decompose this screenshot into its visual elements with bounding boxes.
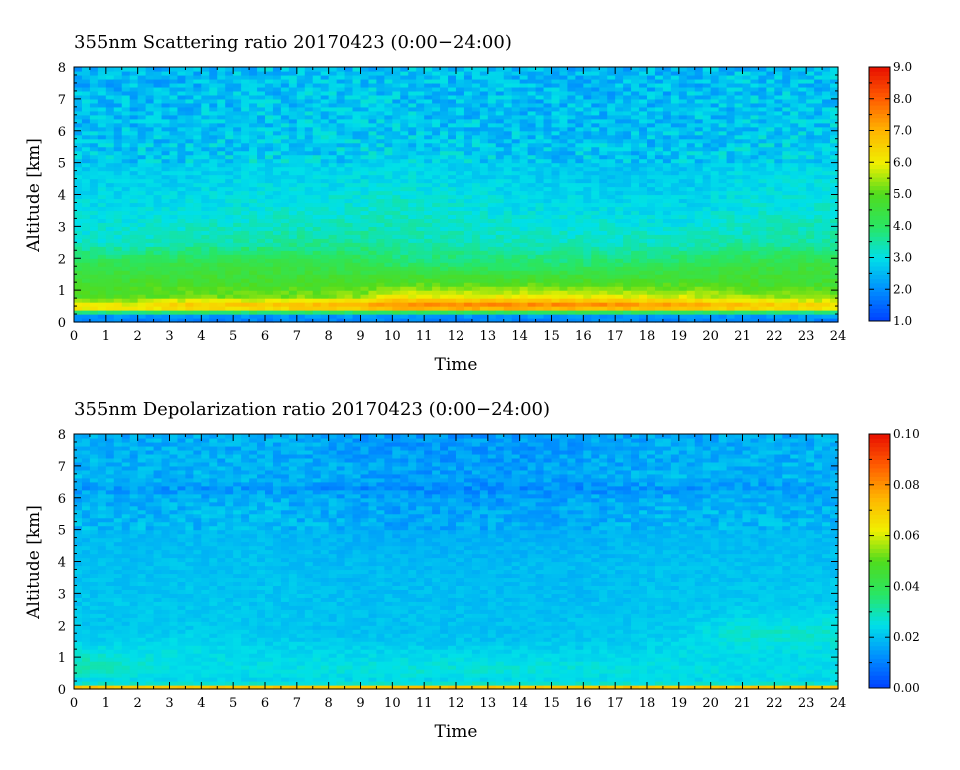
depolarization-x-tick-label: 16 xyxy=(575,696,592,711)
depolarization-x-tick-label: 21 xyxy=(734,696,751,711)
scattering-x-tick-label: 9 xyxy=(356,329,364,344)
depolarization-x-tick-label: 2 xyxy=(134,696,142,711)
depolarization-x-tick-label: 17 xyxy=(607,696,624,711)
depolarization-y-tick-label: 6 xyxy=(58,492,66,507)
depolarization-x-tick-label: 4 xyxy=(197,696,205,711)
depolarization-x-tick-label: 3 xyxy=(165,696,173,711)
depolarization-y-axis-label: Altitude [km] xyxy=(24,505,44,620)
scattering-y-tick-label: 6 xyxy=(58,125,66,140)
scattering-colorbar-tick-label: 1.0 xyxy=(893,314,912,328)
scattering-x-tick-label: 8 xyxy=(325,329,333,344)
depolarization-colorbar-tick-label: 0.06 xyxy=(893,529,920,543)
scattering-colorbar-tick-label: 8.0 xyxy=(893,92,912,106)
depolarization-y-tick-label: 7 xyxy=(58,460,66,475)
scattering-x-tick-label: 19 xyxy=(671,329,688,344)
scattering-y-tick-label: 8 xyxy=(58,61,66,76)
scattering-x-tick-label: 21 xyxy=(734,329,751,344)
depolarization-colorbar-tick-label: 0.04 xyxy=(893,579,920,593)
scattering-x-tick-label: 18 xyxy=(639,329,656,344)
depolarization-y-tick-label: 3 xyxy=(58,587,66,602)
scattering-x-tick-label: 20 xyxy=(702,329,719,344)
depolarization-y-tick-label: 2 xyxy=(58,619,66,634)
scattering-colorbar-tick-label: 4.0 xyxy=(893,219,912,233)
depolarization-y-tick-label: 8 xyxy=(58,428,66,443)
depolarization-y-tick-label: 4 xyxy=(58,556,66,571)
scattering-colorbar-tick-label: 9.0 xyxy=(893,60,912,74)
scattering-x-tick-label: 15 xyxy=(543,329,560,344)
scattering-x-tick-label: 3 xyxy=(165,329,173,344)
depolarization-x-tick-label: 9 xyxy=(356,696,364,711)
depolarization-colorbar-tick-label: 0.10 xyxy=(893,427,920,441)
scattering-y-tick-label: 1 xyxy=(58,284,66,299)
scattering-x-tick-label: 10 xyxy=(384,329,401,344)
depolarization-heatmap xyxy=(74,434,839,690)
scattering-x-tick-label: 6 xyxy=(261,329,269,344)
scattering-x-tick-label: 16 xyxy=(575,329,592,344)
depolarization-x-tick-label: 0 xyxy=(70,696,78,711)
scattering-y-tick-label: 5 xyxy=(58,157,66,172)
scattering-y-axis-label: Altitude [km] xyxy=(24,138,44,253)
scattering-x-tick-label: 14 xyxy=(511,329,528,344)
scattering-axes: 0 1 2 3 4 5 6 7 8 9 10 11 12 13 14 15 16 17 18 19 20 21 22 23 24… xyxy=(58,61,847,344)
scattering-chart-title: 355nm Scattering ratio 20170423 (0:00−24… xyxy=(74,32,512,53)
depolarization-x-tick-label: 20 xyxy=(702,696,719,711)
depolarization-x-tick-label: 14 xyxy=(511,696,528,711)
scattering-x-tick-label: 2 xyxy=(134,329,142,344)
scattering-x-tick-label: 11 xyxy=(416,329,433,344)
depolarization-colorbar-tick-label: 0.08 xyxy=(893,478,920,492)
scattering-colorbar-tick-label: 2.0 xyxy=(893,282,912,296)
scattering-x-axis-label: Time xyxy=(435,355,478,375)
depolarization-y-tick-label: 1 xyxy=(58,651,66,666)
scattering-x-tick-label: 22 xyxy=(766,329,783,344)
depolarization-x-tick-label: 19 xyxy=(671,696,688,711)
depolarization-x-tick-label: 15 xyxy=(543,696,560,711)
depolarization-x-tick-label: 24 xyxy=(830,696,847,711)
depolarization-colorbar-tick-label: 0.00 xyxy=(893,681,920,695)
scattering-y-tick-label: 4 xyxy=(58,189,66,204)
scattering-colorbar-tick-label: 6.0 xyxy=(893,155,912,169)
scattering-y-tick-label: 2 xyxy=(58,252,66,267)
depolarization-x-tick-label: 1 xyxy=(102,696,110,711)
scattering-x-tick-label: 13 xyxy=(480,329,497,344)
scattering-x-tick-label: 17 xyxy=(607,329,624,344)
depolarization-x-tick-label: 13 xyxy=(480,696,497,711)
scattering-y-tick-label: 0 xyxy=(58,316,66,331)
depolarization-y-tick-label: 5 xyxy=(58,524,66,539)
depolarization-x-tick-label: 10 xyxy=(384,696,401,711)
scattering-x-tick-label: 0 xyxy=(70,329,78,344)
depolarization-x-tick-label: 7 xyxy=(293,696,301,711)
depolarization-x-tick-label: 5 xyxy=(229,696,237,711)
scattering-x-tick-label: 4 xyxy=(197,329,205,344)
scattering-x-tick-label: 23 xyxy=(798,329,815,344)
depolarization-x-tick-label: 6 xyxy=(261,696,269,711)
scattering-heatmap xyxy=(74,67,839,323)
depolarization-chart-title: 355nm Depolarization ratio 20170423 (0:0… xyxy=(74,399,550,420)
scattering-colorbar-tick-label: 5.0 xyxy=(893,187,912,201)
scattering-colorbar: 1.0 2.0 3.0 4.0 5.0 6.0 7.0 8.0 9.0 xyxy=(868,60,912,328)
scattering-ratio-panel: 355nm Scattering ratio 20170423 (0:00−24… xyxy=(24,32,912,375)
depolarization-x-tick-label: 18 xyxy=(639,696,656,711)
scattering-y-tick-label: 7 xyxy=(58,93,66,108)
depolarization-x-tick-label: 12 xyxy=(448,696,465,711)
scattering-x-tick-label: 24 xyxy=(830,329,847,344)
depolarization-x-axis-label: Time xyxy=(435,722,478,742)
depolarization-y-tick-label: 0 xyxy=(58,683,66,698)
depolarization-ratio-panel: 355nm Depolarization ratio 20170423 (0:0… xyxy=(24,399,920,742)
scattering-y-tick-label: 3 xyxy=(58,220,66,235)
depolarization-colorbar-tick-label: 0.02 xyxy=(893,630,920,644)
depolarization-x-tick-label: 22 xyxy=(766,696,783,711)
scattering-colorbar-tick-label: 7.0 xyxy=(893,124,912,138)
depolarization-x-tick-label: 8 xyxy=(325,696,333,711)
scattering-x-tick-label: 1 xyxy=(102,329,110,344)
depolarization-x-tick-label: 11 xyxy=(416,696,433,711)
depolarization-x-tick-label: 23 xyxy=(798,696,815,711)
scattering-colorbar-tick-label: 3.0 xyxy=(893,251,912,265)
scattering-x-tick-label: 7 xyxy=(293,329,301,344)
scattering-x-tick-label: 5 xyxy=(229,329,237,344)
depolarization-colorbar: 0.00 0.02 0.04 0.06 0.08 0.10 xyxy=(868,427,920,695)
scattering-x-tick-label: 12 xyxy=(448,329,465,344)
depolarization-axes: 0 1 2 3 4 5 6 7 8 9 10 11 12 13 14 15 16 17 18 19 20 21 22 23 24… xyxy=(58,428,847,711)
